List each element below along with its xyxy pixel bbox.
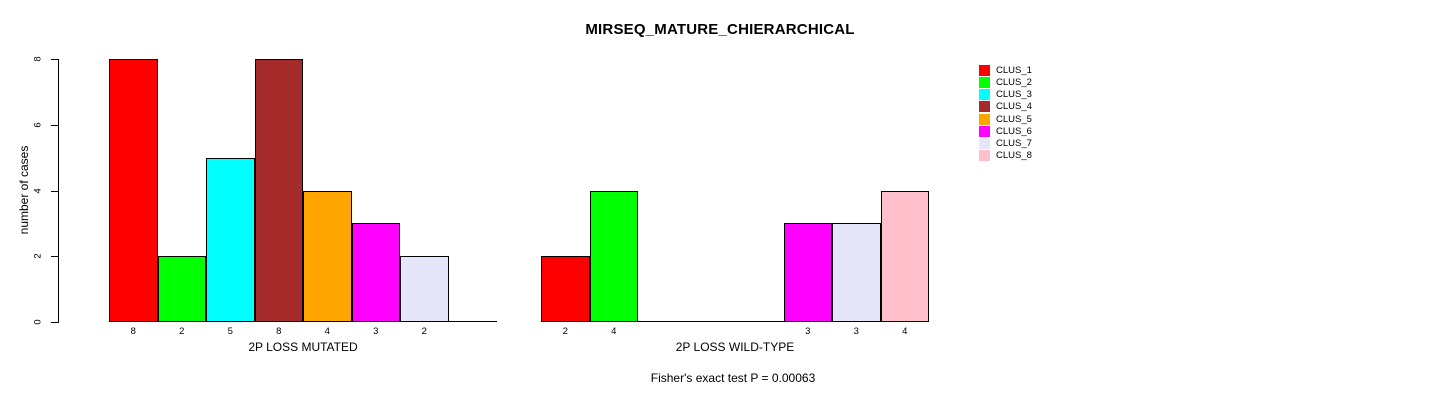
- bar-clus_6: [351, 223, 400, 322]
- bar-count-label: 8: [276, 326, 282, 337]
- legend-item-clus_4: CLUS_4: [979, 101, 1032, 113]
- y-axis-tick-label: 8: [32, 56, 44, 62]
- y-axis-tick: [51, 256, 58, 258]
- bar-clus_2: [157, 256, 206, 322]
- legend-item-clus_2: CLUS_2: [979, 76, 1032, 88]
- y-axis-tick-label: 4: [32, 187, 44, 194]
- bar-count-label: 2: [562, 326, 568, 337]
- bar-count-label: 2: [179, 326, 185, 337]
- y-axis-tick: [51, 59, 58, 60]
- legend-label: CLUS_5: [996, 113, 1032, 125]
- bar-clus_5: [303, 190, 352, 322]
- x-axis-line: [541, 321, 929, 322]
- y-axis-label: number of cases: [17, 145, 31, 235]
- legend-label: CLUS_7: [996, 138, 1032, 150]
- bar-count-label: 3: [373, 326, 379, 337]
- bar-clus_1: [109, 59, 158, 322]
- legend-label: CLUS_1: [996, 64, 1032, 76]
- y-axis-tick: [51, 190, 58, 192]
- bar-count-label: 4: [902, 326, 908, 337]
- legend-swatch-icon: [979, 150, 990, 162]
- y-axis-line: [58, 59, 59, 323]
- x-axis-label-mutated: 2P LOSS MUTATED: [248, 340, 358, 354]
- bar-clus_2: [589, 190, 638, 322]
- legend-swatch-icon: [979, 89, 990, 101]
- y-axis-tick-label: 2: [32, 253, 44, 259]
- legend-item-clus_7: CLUS_7: [979, 138, 1032, 150]
- bar-clus_7: [832, 223, 881, 322]
- bar-count-label: 3: [853, 326, 859, 337]
- bar-count-label: 3: [805, 326, 811, 337]
- legend-item-clus_5: CLUS_5: [979, 113, 1032, 125]
- chart-title: MIRSEQ_MATURE_CHIERARCHICAL: [585, 21, 855, 38]
- bar-clus_8: [880, 190, 929, 322]
- fisher-test-note: Fisher's exact test P = 0.00063: [650, 371, 816, 385]
- legend-swatch-icon: [979, 76, 990, 88]
- bar-clus_4: [254, 59, 303, 322]
- legend-swatch-icon: [979, 138, 990, 150]
- bar-clus_6: [783, 223, 832, 322]
- barplot-2p-loss-wild-type: 2 4 3 3 4: [541, 59, 929, 337]
- legend-item-clus_8: CLUS_8: [979, 150, 1032, 162]
- legend-swatch-icon: [979, 113, 990, 125]
- y-axis-tick: [51, 322, 58, 323]
- y-axis-tick: [51, 124, 58, 126]
- y-axis-tick-label: 0: [32, 319, 44, 325]
- bar-count-label: 4: [324, 326, 330, 337]
- bar-count-label: 4: [611, 326, 617, 337]
- bar-clus_1: [541, 256, 590, 322]
- bar-clus_7: [400, 256, 449, 322]
- legend-label: CLUS_3: [996, 89, 1032, 101]
- legend-item-clus_3: CLUS_3: [979, 89, 1032, 101]
- bar-count-label: 8: [130, 326, 136, 337]
- bar-count-label: 2: [421, 326, 427, 337]
- legend-swatch-icon: [979, 101, 990, 113]
- x-axis-label-wild-type: 2P LOSS WILD-TYPE: [675, 340, 795, 354]
- legend-item-clus_1: CLUS_1: [979, 64, 1032, 76]
- legend-label: CLUS_8: [996, 150, 1032, 162]
- y-axis-tick-label: 6: [32, 122, 44, 128]
- barplot-2p-loss-mutated: 8 2 5 8 4 3 2: [109, 59, 497, 337]
- bar-clus_3: [206, 157, 255, 322]
- legend-label: CLUS_4: [996, 101, 1032, 113]
- legend-item-clus_6: CLUS_6: [979, 125, 1032, 137]
- legend-label: CLUS_6: [996, 125, 1032, 137]
- bar-count-label: 5: [227, 326, 233, 337]
- legend-swatch-icon: [979, 64, 990, 76]
- legend-swatch-icon: [979, 125, 990, 137]
- legend-label: CLUS_2: [996, 76, 1032, 88]
